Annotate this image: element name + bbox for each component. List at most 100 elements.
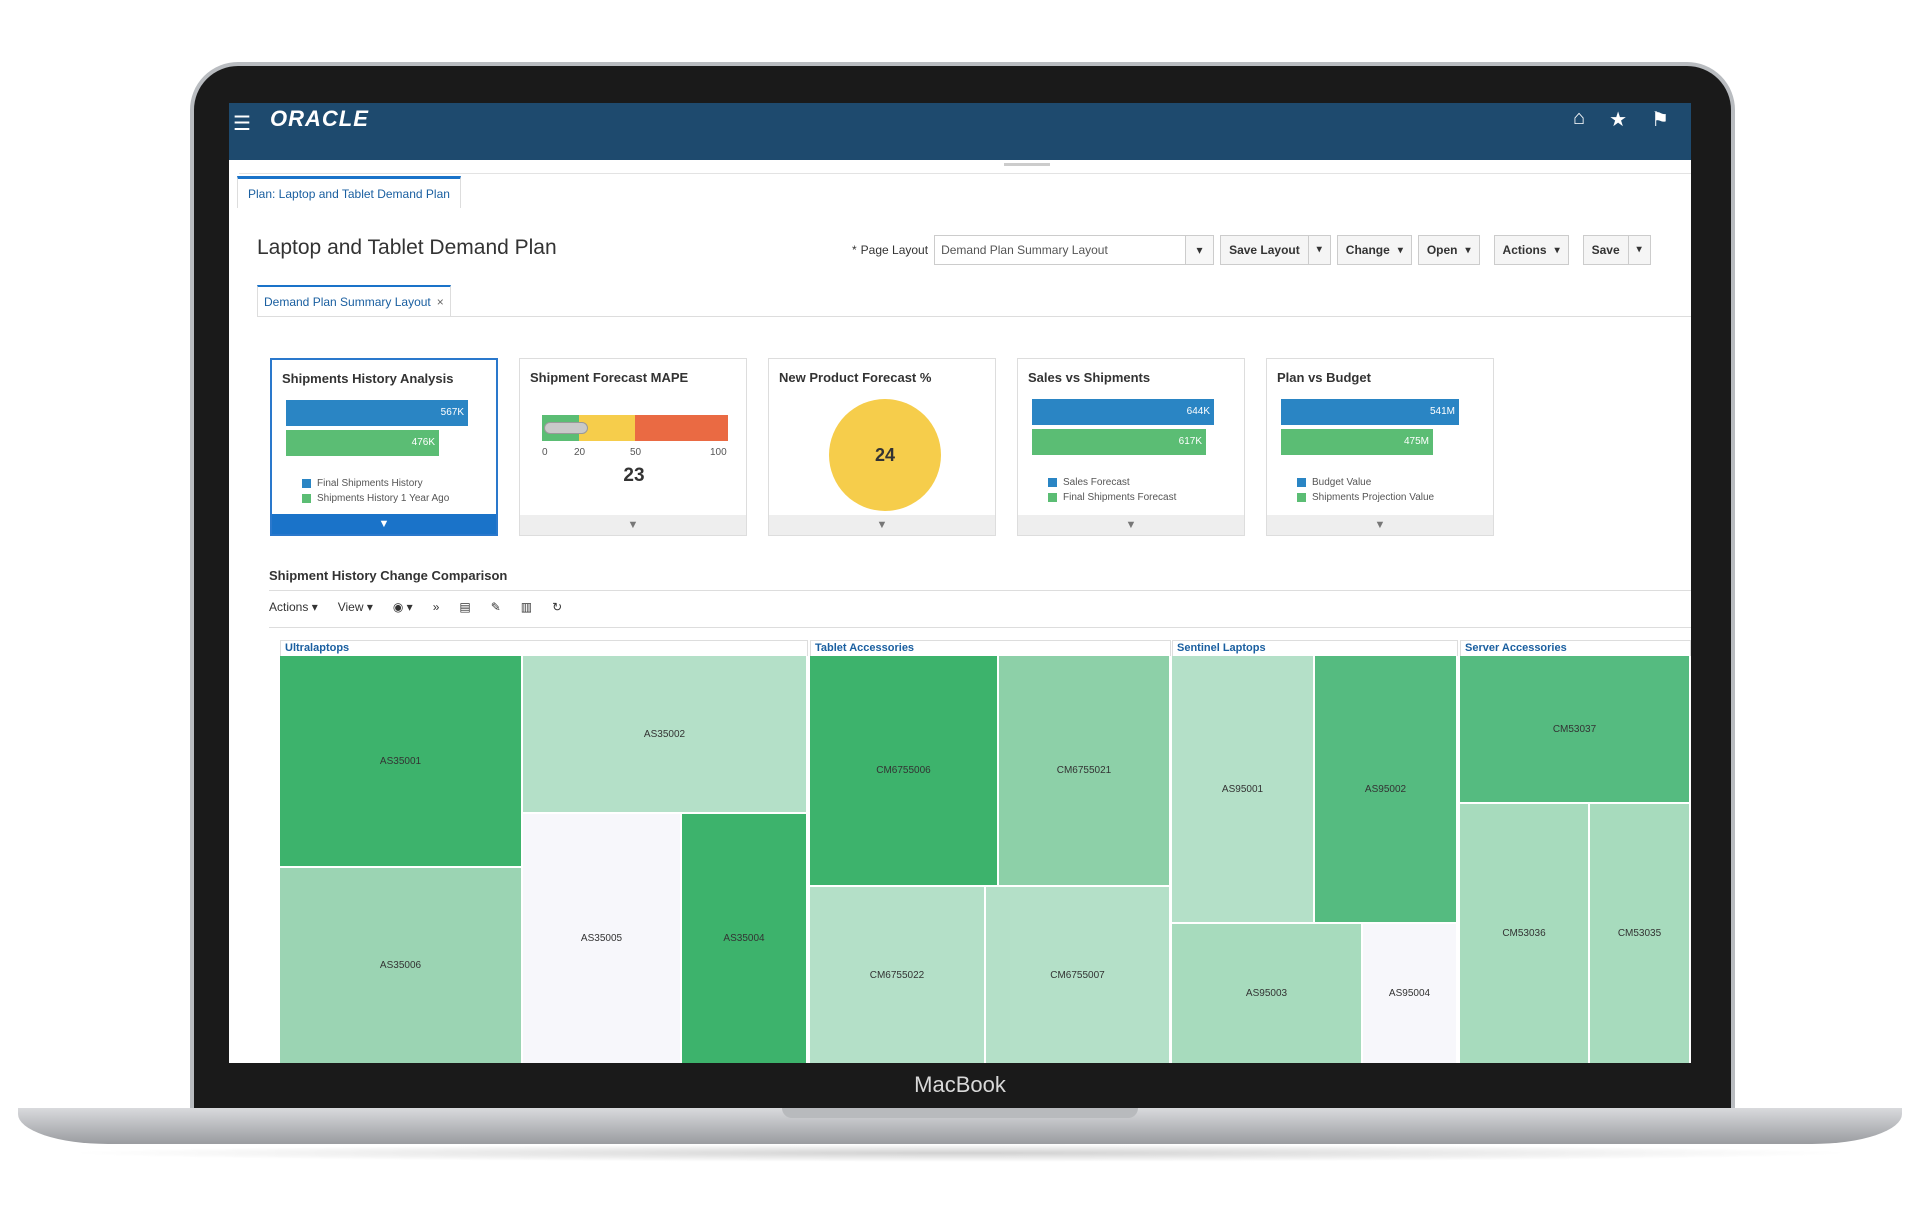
chevron-down-icon: ▾ (1554, 244, 1560, 256)
star-icon[interactable]: ★ (1609, 109, 1628, 131)
pin-icon[interactable]: ✎ (490, 600, 501, 614)
focus-icon[interactable]: ◉ ▾ (392, 600, 413, 614)
legend-item: Final Shipments History (302, 478, 423, 489)
page-layout-label: Page Layout (860, 243, 929, 257)
view-menu[interactable]: View ▾ (337, 600, 373, 614)
treemap-cell[interactable]: AS95002 (1315, 656, 1458, 924)
treemap-cell[interactable]: CM53035 (1590, 804, 1691, 1063)
chevron-down-icon: ▾ (1397, 244, 1403, 256)
tile-title: Plan vs Budget (1277, 370, 1371, 385)
tile-sales-vs-shipments[interactable]: Sales vs Shipments 644K 617K Sales Forec… (1017, 358, 1245, 536)
treemap-cell[interactable]: CM53037 (1460, 656, 1691, 804)
divider (257, 316, 1691, 317)
treemap-cell[interactable]: AS95003 (1172, 924, 1363, 1063)
actions-button[interactable]: Actions ▾ (1493, 235, 1569, 265)
treemap-group-ultralaptops: Ultralaptops AS35001 AS35002 AS35006 AS3… (280, 640, 808, 1063)
cell-label: CM6755006 (876, 765, 931, 776)
view-menu-label: View (337, 600, 364, 614)
print-icon[interactable]: ▤ (459, 600, 471, 614)
treemap-cell[interactable]: AS95001 (1172, 656, 1315, 924)
chevron-down-icon[interactable]: ▾ (1627, 236, 1642, 264)
cell-label: AS95003 (1245, 988, 1288, 999)
treemap-cell[interactable]: AS95004 (1363, 924, 1458, 1063)
open-label: Open (1426, 243, 1458, 257)
tile-title: Sales vs Shipments (1028, 370, 1151, 385)
expand-chevron-icon[interactable]: ▼ (520, 515, 746, 535)
treemap-cell[interactable]: CM6755007 (986, 887, 1171, 1063)
save-layout-label: Save Layout (1229, 243, 1300, 257)
save-button[interactable]: Save ▾ (1582, 235, 1651, 265)
app-screen: ☰ ORACLE ⌂ ★ ⚑ Plan: Laptop and Tablet D… (229, 103, 1691, 1063)
legend-label: Sales Forecast (1063, 477, 1130, 488)
cell-label: AS95001 (1221, 783, 1264, 795)
legend-label: Budget Value (1312, 477, 1372, 488)
treemap-toolbar: Actions ▾ View ▾ ◉ ▾ » ▤ ✎ ▥ ↻ (269, 600, 562, 614)
laptop-notch (782, 1108, 1138, 1118)
flag-icon[interactable]: ⚑ (1651, 109, 1669, 131)
treemap-group-label[interactable]: Sentinel Laptops (1172, 640, 1458, 656)
menu-icon[interactable]: ☰ (233, 113, 251, 135)
plan-container (239, 173, 1691, 1053)
legend-label: Shipments History 1 Year Ago (317, 493, 450, 504)
cell-label: AS35002 (643, 728, 686, 740)
bar-shipments-projection-value: 475M (1281, 429, 1433, 455)
bar-final-shipments-history: 567K (286, 400, 468, 426)
save-label: Save (1591, 243, 1620, 257)
close-icon[interactable]: × (436, 295, 444, 309)
expand-chevron-icon[interactable]: ▼ (769, 515, 995, 535)
splitter-handle[interactable] (1004, 163, 1050, 166)
tab-layout-label: Demand Plan Summary Layout (264, 295, 431, 309)
oracle-logo[interactable]: ORACLE (270, 106, 369, 131)
treemap-cell[interactable]: CM6755006 (810, 656, 999, 887)
tab-layout[interactable]: Demand Plan Summary Layout × (257, 285, 451, 316)
cell-label: CM53036 (1502, 928, 1546, 939)
tile-shipment-forecast-mape[interactable]: Shipment Forecast MAPE 0 20 50 100 23 ▼ (519, 358, 747, 536)
bar-shipments-history-1-year-ago: 476K (286, 430, 439, 456)
treemap-cell[interactable]: CM6755021 (999, 656, 1171, 887)
gauge-tick: 20 (574, 447, 586, 458)
treemap-cell[interactable]: AS35006 (280, 868, 523, 1063)
expand-chevron-icon[interactable]: ▼ (272, 514, 496, 534)
legend-item: Budget Value (1297, 477, 1371, 488)
treemap-cell[interactable]: AS35004 (682, 814, 808, 1063)
cell-label: AS35001 (379, 755, 422, 767)
bar-label: 567K (440, 407, 464, 418)
columns-icon[interactable]: ▥ (520, 600, 533, 614)
legend-item: Final Shipments Forecast (1048, 492, 1176, 503)
bar-label: 475M (1403, 436, 1429, 447)
divider (269, 590, 1691, 591)
page-layout-select[interactable]: Demand Plan Summary Layout ▾ (934, 235, 1215, 265)
home-icon[interactable]: ⌂ (1573, 107, 1586, 129)
cell-label: AS35005 (580, 933, 623, 944)
treemap-group-server-accessories: Server Accessories CM53037 CM53036 CM530… (1460, 640, 1691, 1063)
change-button[interactable]: Change ▾ (1336, 235, 1412, 265)
treemap-cell[interactable]: CM6755022 (810, 887, 986, 1063)
open-button[interactable]: Open ▾ (1417, 235, 1480, 265)
divider (269, 627, 1691, 628)
tab-plan[interactable]: Plan: Laptop and Tablet Demand Plan (237, 176, 461, 208)
tile-plan-vs-budget[interactable]: Plan vs Budget 541M 475M Budget Value Sh… (1266, 358, 1494, 536)
tile-shipments-history-analysis[interactable]: Shipments History Analysis 567K 476K Fin… (270, 358, 498, 536)
save-layout-button[interactable]: Save Layout ▾ (1220, 235, 1331, 265)
cell-label: CM6755007 (1050, 969, 1105, 981)
expand-chevron-icon[interactable]: ▼ (1018, 515, 1244, 535)
treemap-group-label[interactable]: Ultralaptops (280, 640, 808, 656)
cell-label: AS35004 (723, 933, 765, 944)
overflow-icon[interactable]: » (432, 600, 440, 614)
tile-new-product-forecast[interactable]: New Product Forecast % 24 ▼ (768, 358, 996, 536)
cell-label: AS35006 (379, 960, 422, 971)
gauge-tick: 50 (630, 447, 642, 458)
chevron-down-icon[interactable]: ▾ (1185, 236, 1214, 264)
chevron-down-icon[interactable]: ▾ (1307, 236, 1322, 264)
chevron-down-icon: ▾ (1465, 244, 1471, 256)
treemap-cell[interactable]: AS35005 (523, 814, 682, 1063)
treemap-cell[interactable]: AS35001 (280, 656, 523, 868)
treemap-group-label[interactable]: Tablet Accessories (810, 640, 1171, 656)
treemap-cell[interactable]: CM53036 (1460, 804, 1590, 1063)
treemap-group-label[interactable]: Server Accessories (1460, 640, 1691, 656)
refresh-icon[interactable]: ↻ (552, 600, 563, 614)
bar-label: 541M (1429, 406, 1455, 417)
treemap-cell[interactable]: AS35002 (523, 656, 808, 814)
expand-chevron-icon[interactable]: ▼ (1267, 515, 1493, 535)
actions-menu[interactable]: Actions ▾ (269, 600, 318, 614)
